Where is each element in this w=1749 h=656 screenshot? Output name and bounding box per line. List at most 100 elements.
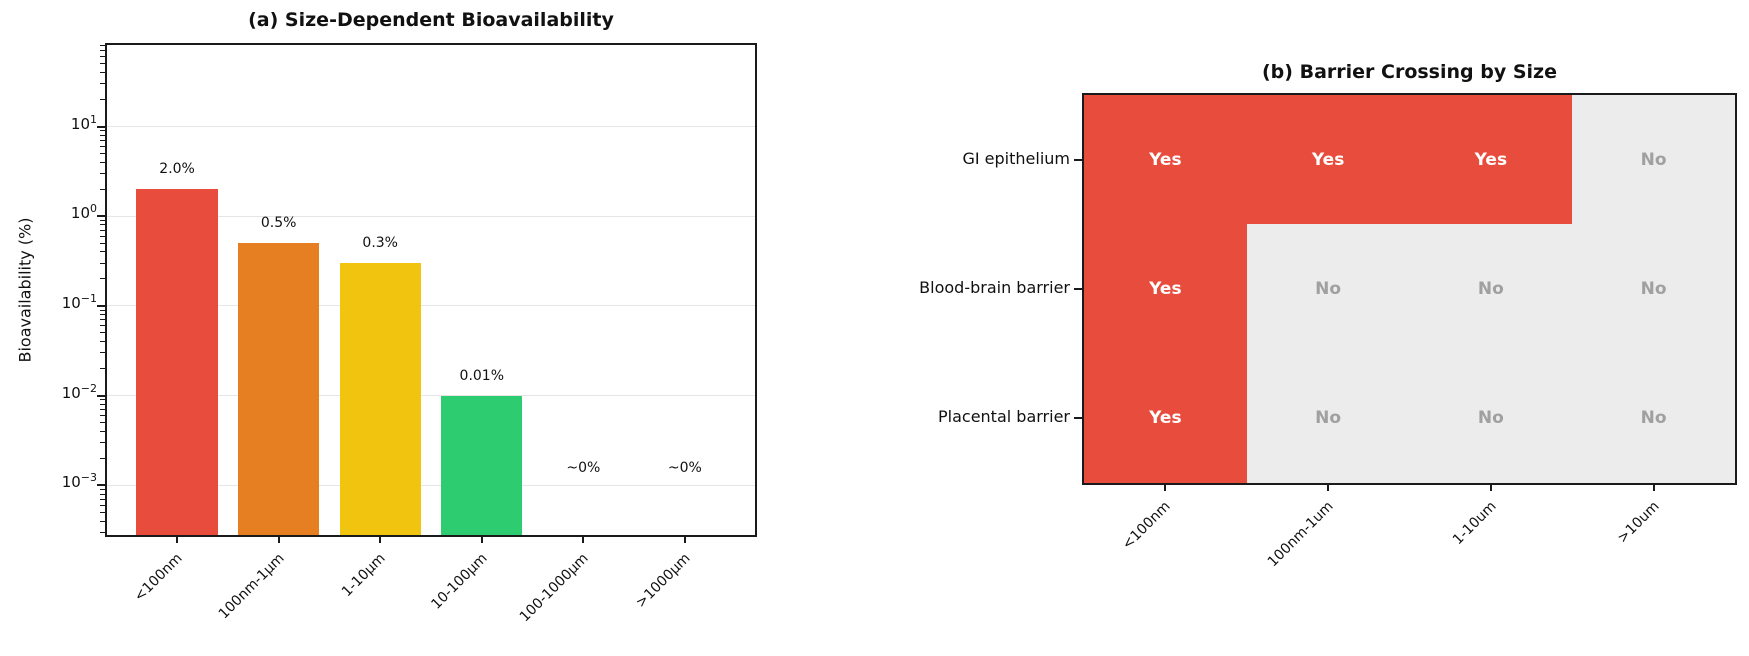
heatmap-cell: No (1409, 224, 1573, 354)
y-minor-tick (100, 161, 105, 163)
y-minor-tick (100, 399, 105, 401)
y-minor-tick (100, 251, 105, 253)
heatmap-col-label: 100nm-1um (1264, 498, 1337, 571)
y-minor-tick (100, 489, 105, 490)
y-minor-tick (100, 422, 105, 424)
y-minor-tick (100, 314, 105, 316)
y-minor-tick (100, 172, 105, 174)
y-tick-label: 10−1 (61, 291, 97, 312)
y-gridline (107, 484, 755, 486)
heatmap-cell-text: Yes (1474, 149, 1508, 170)
y-minor-tick (100, 188, 105, 190)
y-minor-tick (100, 145, 105, 147)
heatmap-cell-text: No (1640, 408, 1667, 429)
y-minor-tick (100, 224, 105, 226)
heatmap-cell-text: No (1477, 408, 1504, 429)
heatmap-cell: Yes (1084, 224, 1247, 354)
heatmap-y-tick (1074, 158, 1082, 161)
x-tick (582, 535, 585, 543)
y-gridline (107, 305, 755, 307)
bar (238, 243, 320, 535)
heatmap-col-label: 1-10um (1449, 498, 1500, 549)
heatmap-cell: No (1572, 353, 1735, 483)
y-minor-tick (100, 319, 105, 321)
heatmap-x-tick (1327, 483, 1330, 491)
y-minor-tick (100, 498, 105, 500)
bar (136, 189, 218, 535)
x-tick (683, 535, 686, 543)
x-tick-label: 100nm-1μm (215, 550, 288, 623)
heatmap-cell: Yes (1084, 353, 1247, 483)
y-minor-tick (100, 44, 105, 46)
heatmap-y-tick (1074, 288, 1082, 290)
x-tick (379, 535, 382, 543)
y-minor-tick (100, 139, 105, 141)
heatmap-cell-text: No (1315, 408, 1342, 429)
heatmap-col-label: >10um (1614, 498, 1663, 547)
y-minor-tick (100, 325, 105, 327)
heatmap-cell-text: No (1315, 278, 1342, 299)
heatmap-row-label: Placental barrier (938, 407, 1070, 427)
y-minor-tick (100, 242, 105, 244)
heatmap-cell: No (1572, 95, 1735, 225)
y-minor-tick (100, 368, 105, 370)
y-major-tick (97, 215, 105, 218)
bar-value-label: ~0% (566, 460, 601, 477)
y-minor-tick (100, 352, 105, 354)
y-tick-label: 10−2 (61, 381, 97, 402)
x-tick-label: <100nm (131, 550, 186, 605)
x-tick (480, 535, 483, 543)
heatmap-x-tick (1489, 483, 1492, 491)
y-minor-tick (100, 153, 105, 155)
y-minor-tick (100, 493, 105, 495)
y-minor-tick (100, 63, 105, 65)
chart-a-y-axis-label: Bioavailability (%) (15, 217, 35, 363)
y-minor-tick (100, 511, 105, 513)
y-minor-tick (100, 504, 105, 506)
y-tick-label: 101 (70, 112, 97, 133)
heatmap-cell: No (1572, 224, 1735, 354)
y-minor-tick (100, 219, 105, 221)
heatmap-cell: Yes (1084, 95, 1247, 225)
heatmap-cell: Yes (1246, 95, 1410, 225)
x-tick (176, 535, 179, 543)
heatmap-x-tick (1164, 483, 1167, 491)
heatmap-cell-text: Yes (1149, 408, 1182, 429)
bar-value-label: 2.0% (159, 161, 195, 178)
y-minor-tick (100, 415, 105, 417)
chart-b-plot-area: Yes Yes Yes No GI epithelium Yes No No No Blood-b… (919, 93, 1737, 570)
heatmap-col-label: <100nm (1119, 498, 1175, 553)
heatmap-cell-text: No (1477, 278, 1504, 299)
y-minor-tick (100, 56, 105, 58)
chart-a-plot-area: 101 100 10−1 10−2 10−3 2.0% <100nm 0.5% 100nm-1μ… (62, 43, 757, 625)
y-minor-tick (100, 262, 105, 264)
y-minor-tick (100, 341, 105, 343)
bar-value-label: ~0% (667, 460, 702, 477)
y-minor-tick (100, 134, 105, 136)
x-tick-label: 1-10μm (339, 550, 389, 601)
x-tick-label: 10-100μm (428, 550, 491, 613)
y-minor-tick (100, 83, 105, 85)
y-minor-tick (100, 235, 105, 237)
heatmap-row-label: GI epithelium (962, 148, 1070, 168)
chart-b-title: (b) Barrier Crossing by Size (1262, 61, 1557, 83)
heatmap-cell: Yes (1409, 95, 1573, 225)
chart-a-title: (a) Size-Dependent Bioavailability (248, 9, 614, 31)
y-tick-label: 10−3 (61, 471, 97, 492)
heatmap-x-tick (1652, 483, 1655, 491)
y-minor-tick (100, 457, 105, 459)
y-major-tick (97, 484, 105, 487)
y-tick-label: 100 (70, 202, 97, 223)
bar-value-label: 0.3% (362, 235, 398, 252)
y-gridline (107, 395, 755, 397)
y-gridline (107, 215, 755, 217)
y-minor-tick (100, 430, 105, 432)
y-minor-tick (100, 309, 105, 311)
heatmap-y-tick (1074, 417, 1082, 420)
y-major-tick (97, 304, 105, 307)
y-minor-tick (100, 71, 105, 73)
y-gridline (107, 126, 755, 127)
heatmap-cell: No (1246, 353, 1410, 483)
y-major-tick (97, 125, 105, 128)
